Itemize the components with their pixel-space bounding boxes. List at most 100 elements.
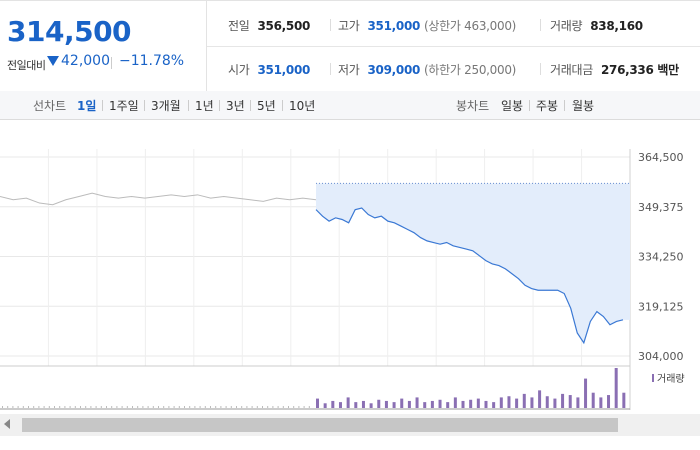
prev-volume-bar	[262, 406, 263, 408]
prev-volume-bar	[152, 406, 154, 408]
prev-volume-bar	[12, 406, 14, 408]
volume-bar	[499, 397, 503, 408]
volume-bar	[415, 397, 419, 408]
y-tick-label: 364,500	[638, 151, 684, 164]
period-3m[interactable]: 3개월	[151, 99, 181, 113]
chart-scrollbar[interactable]	[0, 414, 700, 436]
volume-panel: 거래량	[0, 365, 685, 410]
open-label: 시가	[228, 63, 250, 77]
prev-volume-bar	[38, 406, 40, 408]
volume-bar	[461, 400, 465, 408]
current-price: 314,500	[7, 15, 132, 48]
y-tick-label: 334,250	[638, 251, 684, 264]
open: 시가 351,000	[228, 61, 310, 78]
prev-volume-bar	[17, 406, 19, 408]
prev-volume-bar	[298, 406, 300, 408]
price-chart: 364,500 349,375 334,250 319,125 304,000 거래량	[0, 149, 685, 410]
candle-monthly[interactable]: 월봉	[572, 99, 595, 113]
volume-bar	[331, 400, 335, 408]
open-value: 351,000	[257, 63, 311, 77]
volume-bar	[392, 402, 396, 408]
amount-value: 276,336 백만	[600, 63, 679, 77]
diff-label: 전일대비	[7, 59, 46, 72]
price-series	[315, 207, 624, 345]
prev-volume-bar	[225, 406, 227, 408]
prev-volume-bar	[7, 406, 9, 408]
scroll-left-icon[interactable]	[4, 419, 10, 429]
divider	[282, 100, 283, 111]
prev-volume-bar	[85, 406, 87, 408]
prev-volume-bar	[95, 406, 97, 408]
volume-bar	[338, 402, 342, 408]
prev-volume-bar	[236, 406, 237, 408]
prev-volume-bar	[199, 406, 201, 408]
period-1w[interactable]: 1주일	[109, 99, 139, 113]
period-1d[interactable]: 1일	[77, 99, 97, 113]
volume-bar	[515, 398, 519, 408]
volume-bar	[538, 390, 542, 408]
volume-bar	[622, 392, 626, 408]
candle-daily[interactable]: 일봉	[501, 99, 524, 113]
volume-legend: 거래량	[657, 373, 685, 385]
prev-volume-bar	[80, 406, 81, 408]
upper-limit: (상한가 463,000)	[424, 19, 517, 33]
scrollbar-thumb[interactable]	[22, 418, 618, 432]
prev-volume-bar	[132, 406, 133, 408]
y-tick-label: 319,125	[638, 300, 684, 313]
volume-bar	[384, 400, 388, 408]
prev-volume-bar	[106, 406, 107, 408]
prev-volume-bar	[251, 406, 253, 408]
period-3y[interactable]: 3년	[226, 99, 245, 113]
volume-bar	[316, 398, 319, 408]
volume-bar	[591, 392, 595, 408]
volume-bar	[400, 398, 404, 408]
volume-bar	[561, 393, 565, 408]
prev-volume-bar	[2, 406, 3, 408]
prev-volume-bar	[54, 406, 55, 408]
prev-close: 전일 356,500	[228, 17, 310, 34]
period-5y[interactable]: 5년	[257, 99, 276, 113]
volume-bar	[323, 403, 327, 408]
lower-limit: (하한가 250,000)	[424, 63, 517, 77]
prev-volume-bar	[121, 406, 123, 408]
volume-bar	[346, 397, 350, 408]
price-line	[315, 207, 624, 345]
volume-bar	[423, 402, 427, 408]
divider	[219, 100, 220, 111]
high-value: 351,000	[367, 19, 421, 33]
volume-bar	[453, 397, 457, 408]
prev-volume-bar	[126, 406, 128, 408]
prev-day-line	[0, 192, 317, 206]
candle-chart-label: 봉차트	[456, 99, 490, 113]
period-1y[interactable]: 1년	[195, 99, 214, 113]
prev-volume-bar	[158, 406, 159, 408]
prev-volume-bar	[288, 406, 289, 408]
diff-value: 42,000	[61, 53, 110, 69]
volume-bar	[507, 396, 511, 408]
prev-volume-bar	[48, 406, 50, 408]
volume-label: 거래량	[550, 19, 583, 33]
volume-bar	[446, 402, 450, 408]
volume-bar	[361, 400, 365, 408]
candle-weekly[interactable]: 주봉	[536, 99, 559, 113]
volume-bar	[545, 396, 549, 408]
high-label: 고가	[338, 19, 360, 33]
amount-label: 거래대금	[550, 63, 593, 77]
prev-volume-bar	[74, 406, 76, 408]
prev-volume-bar	[100, 406, 102, 408]
volume-bar	[530, 397, 534, 408]
summary-panel: 314,500 전일대비 42,000 −11.78% 전일 356,500 고가…	[0, 0, 700, 92]
period-bar: 선차트 1일 1주일 3개월 1년 3년 5년 10년 봉차트 일봉 주봉 월봉	[0, 91, 700, 120]
prev-volume-bar	[22, 406, 24, 408]
prev-volume-bar	[168, 406, 170, 408]
prev-volume-bar	[220, 406, 222, 408]
period-10y[interactable]: 10년	[289, 99, 316, 113]
low-value: 309,000	[367, 63, 421, 77]
prev-close-label: 전일	[228, 19, 250, 33]
prev-volume-bar	[267, 406, 269, 408]
volume-bar	[438, 399, 442, 408]
volume-bar	[377, 399, 381, 408]
y-tick-label: 349,375	[638, 201, 684, 214]
price-box: 314,500 전일대비 42,000 −11.78%	[0, 1, 207, 91]
divider	[144, 100, 145, 111]
